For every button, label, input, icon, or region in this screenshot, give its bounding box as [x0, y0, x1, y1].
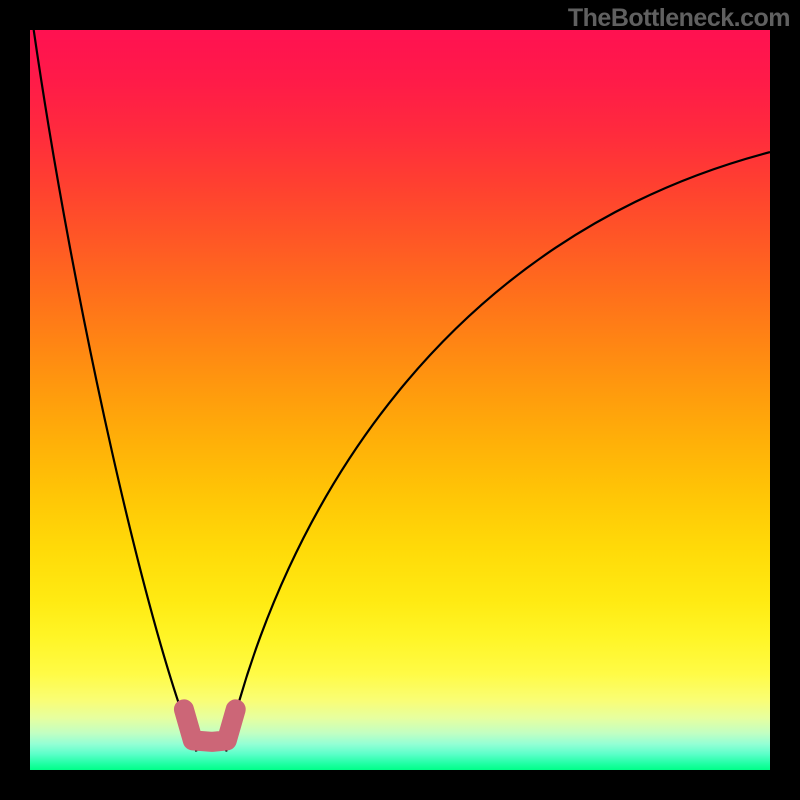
gradient-background	[30, 30, 770, 770]
watermark-text: TheBottleneck.com	[568, 4, 790, 33]
chart-svg	[30, 30, 770, 770]
plot-area	[30, 30, 770, 770]
